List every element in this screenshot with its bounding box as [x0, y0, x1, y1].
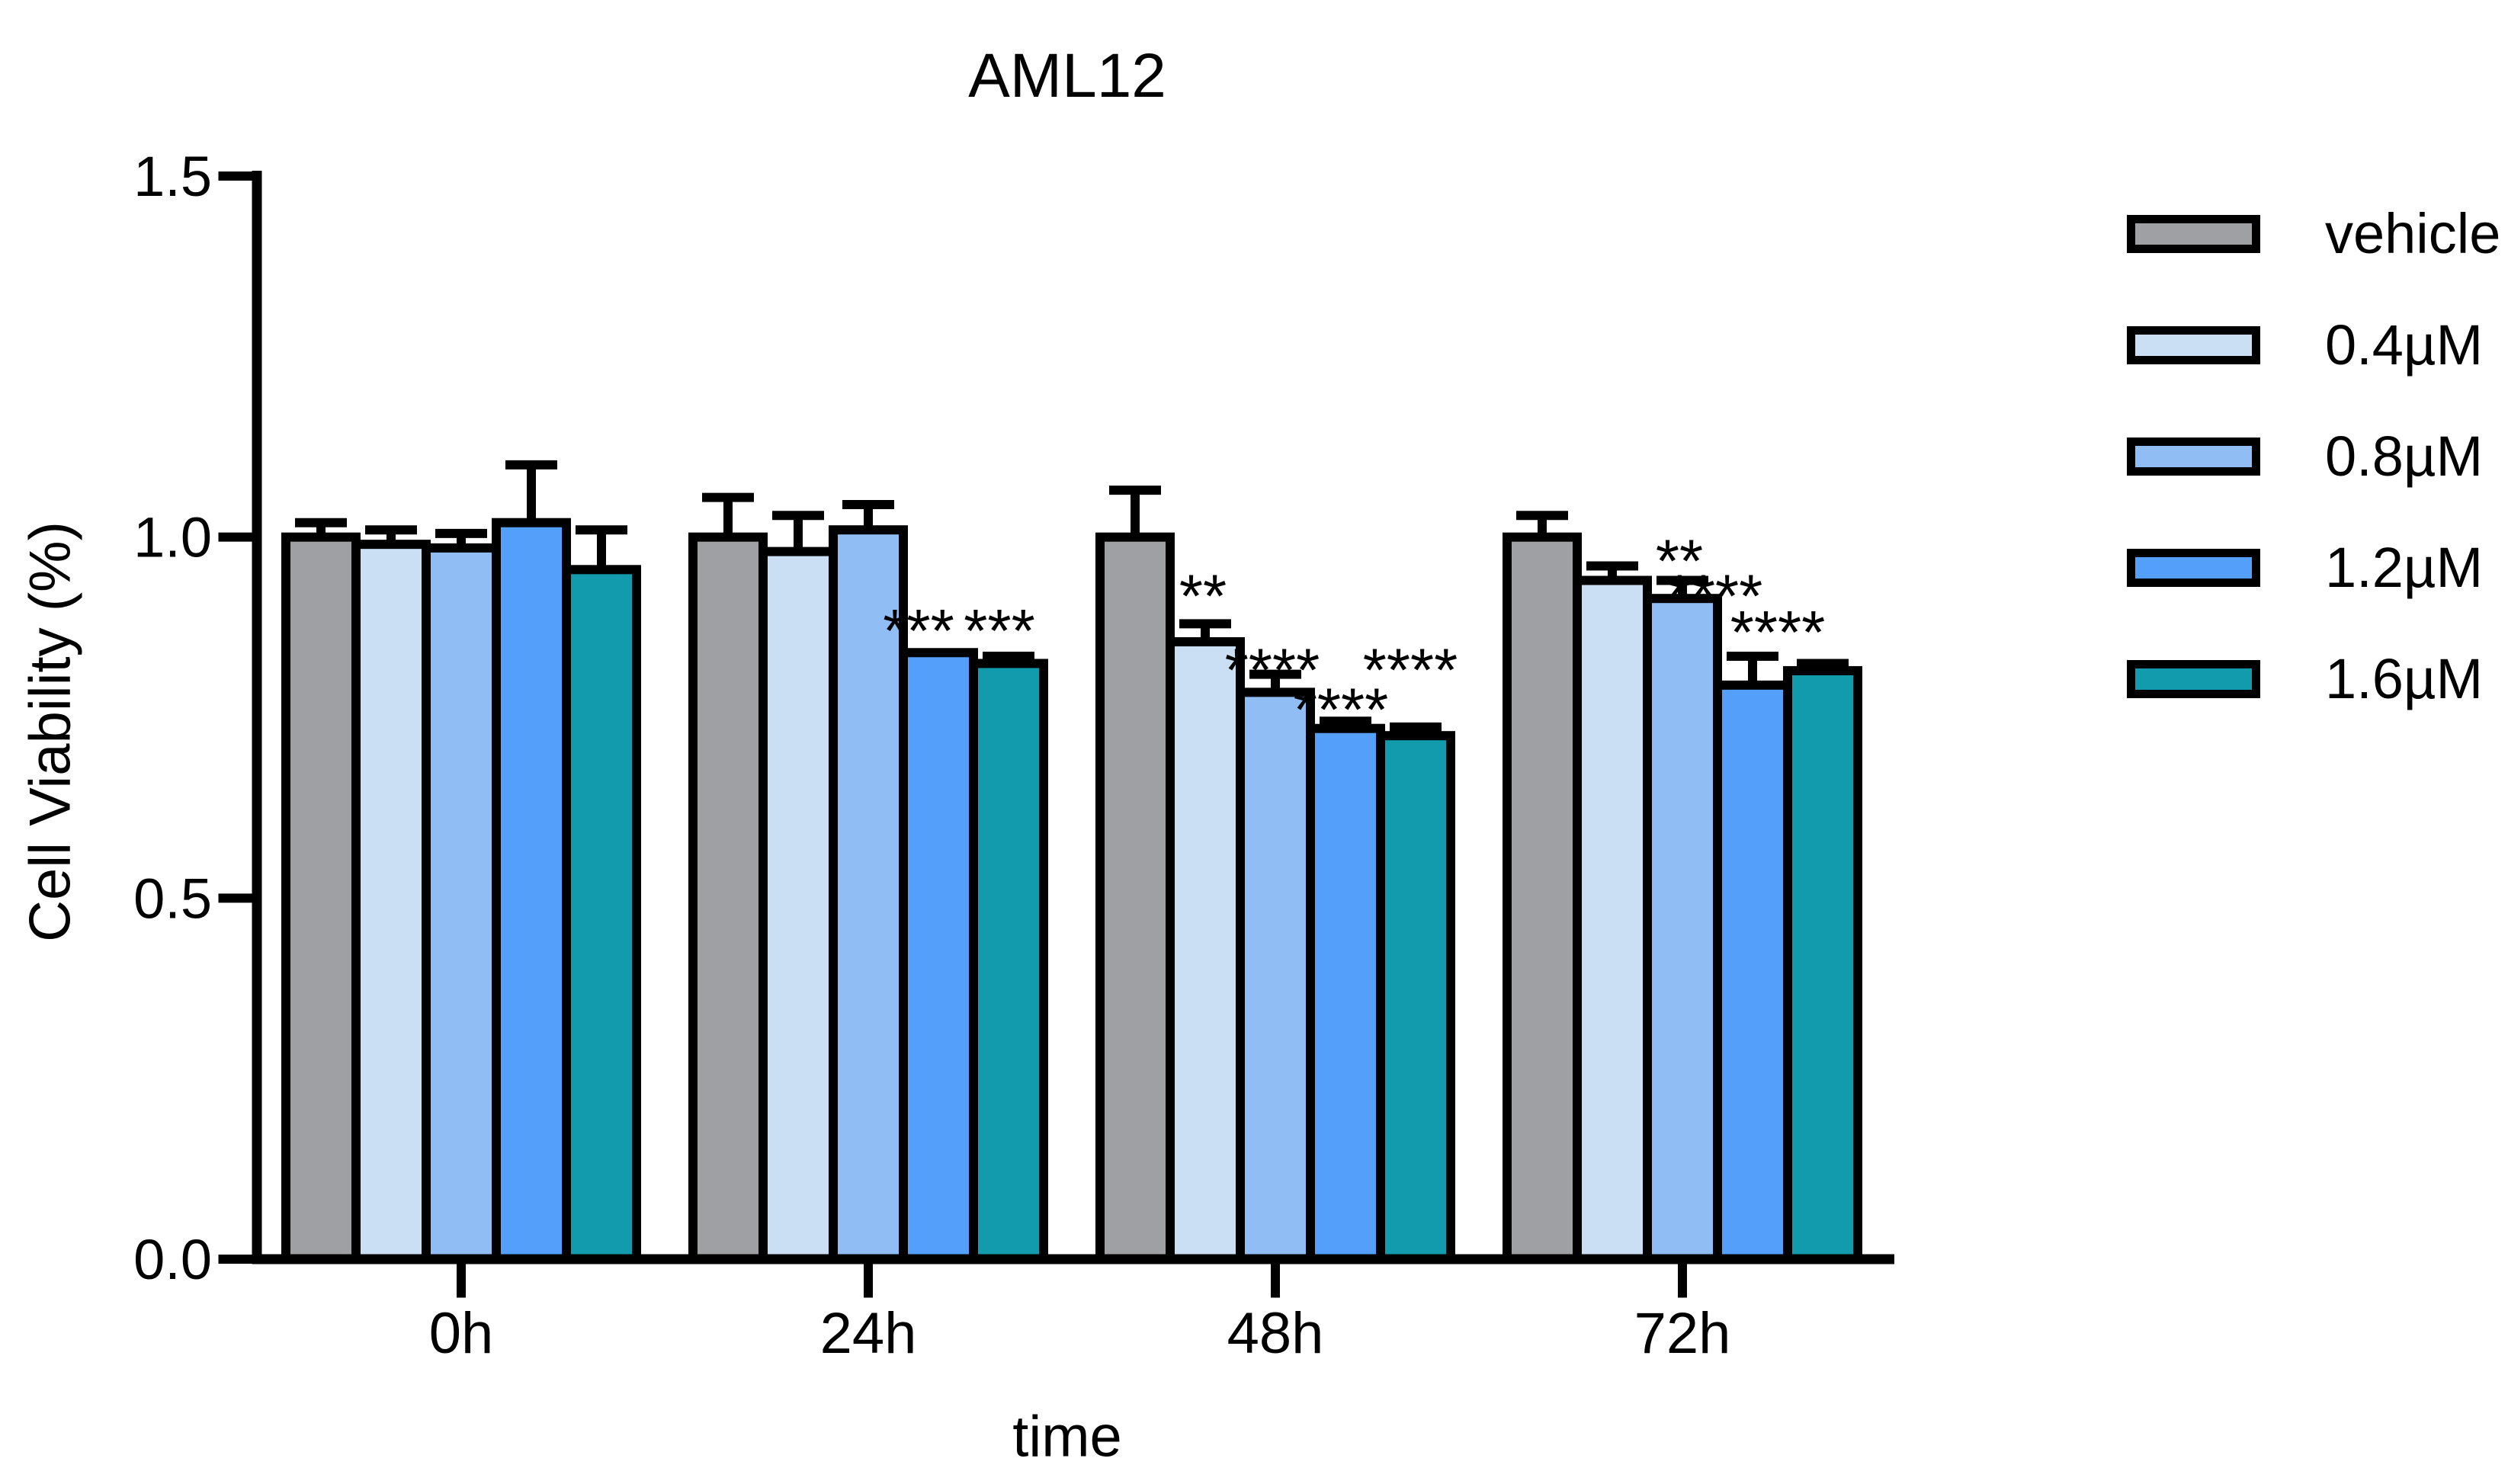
legend-label: 1.6µM: [2325, 647, 2484, 710]
bar-0h-0p8um: [422, 543, 501, 1264]
significance-48h-1p2um: ****: [1294, 675, 1389, 743]
y-tick-label: 1.5: [133, 145, 212, 208]
bar-24h-1p2um: [899, 648, 978, 1264]
significance-72h-1p6um: ****: [1730, 598, 1826, 666]
y-tick-label: 0.5: [133, 867, 212, 930]
bar-72h-vehicle: [1503, 532, 1582, 1264]
significance-72h-0p8um: **: [1656, 527, 1703, 595]
legend-label: 0.8µM: [2325, 425, 2484, 488]
bar-24h-vehicle: [688, 532, 768, 1264]
legend-swatch-1p6um: [2127, 660, 2260, 698]
bar-0h-vehicle: [281, 532, 361, 1264]
bar-48h-0p4um: [1166, 637, 1245, 1264]
bar-48h-1p6um: [1376, 731, 1455, 1264]
bar-72h-0p4um: [1573, 575, 1652, 1264]
bar-48h-0p8um: [1236, 688, 1315, 1264]
bar-48h-1p2um: [1306, 723, 1385, 1264]
bar-24h-0p4um: [758, 546, 838, 1264]
legend: vehicle 0.4µM 0.8µM 1.2µM 1.6µM: [2127, 206, 2500, 771]
significance-48h-0p4um: **: [1179, 563, 1227, 630]
significance-24h-1p2um: ***: [883, 597, 954, 665]
x-tick-label: 24h: [820, 1301, 917, 1366]
bar-24h-1p6um: [969, 659, 1048, 1264]
legend-swatch-vehicle: [2127, 215, 2260, 253]
bar-72h-0p8um: [1643, 594, 1722, 1264]
bar-0h-1p2um: [492, 518, 571, 1264]
legend-item-vehicle: vehicle: [2127, 206, 2500, 262]
legend-swatch-0p4um: [2127, 326, 2260, 364]
legend-item-0p8um: 0.8µM: [2127, 428, 2500, 485]
x-axis-label: time: [1012, 1404, 1122, 1470]
legend-swatch-0p8um: [2127, 438, 2260, 476]
significance-72h-1p2um: ****: [1668, 563, 1763, 630]
x-tick-label: 48h: [1227, 1301, 1324, 1366]
bar-72h-1p2um: [1713, 680, 1792, 1264]
bar-72h-1p6um: [1783, 665, 1862, 1264]
x-tick-label: 72h: [1634, 1301, 1731, 1366]
legend-label: 0.4µM: [2325, 313, 2484, 377]
bar-0h-0p4um: [351, 540, 431, 1264]
legend-label: vehicle: [2325, 202, 2501, 265]
legend-swatch-1p2um: [2127, 549, 2260, 587]
significance-48h-0p8um: ****: [1225, 636, 1320, 704]
legend-label: 1.2µM: [2325, 536, 2484, 599]
significance-24h-1p6um: ***: [964, 597, 1034, 665]
significance-48h-1p6um: ****: [1363, 636, 1458, 704]
bar-48h-vehicle: [1095, 532, 1175, 1264]
y-tick-label: 0.0: [133, 1228, 212, 1291]
bar-0h-1p6um: [562, 565, 641, 1264]
chart-title: AML12: [968, 41, 1166, 111]
legend-item-1p2um: 1.2µM: [2127, 540, 2500, 596]
x-tick-label: 0h: [429, 1301, 494, 1366]
legend-item-0p4um: 0.4µM: [2127, 317, 2500, 373]
y-tick-label: 1.0: [133, 506, 212, 569]
legend-item-1p6um: 1.6µM: [2127, 651, 2500, 707]
